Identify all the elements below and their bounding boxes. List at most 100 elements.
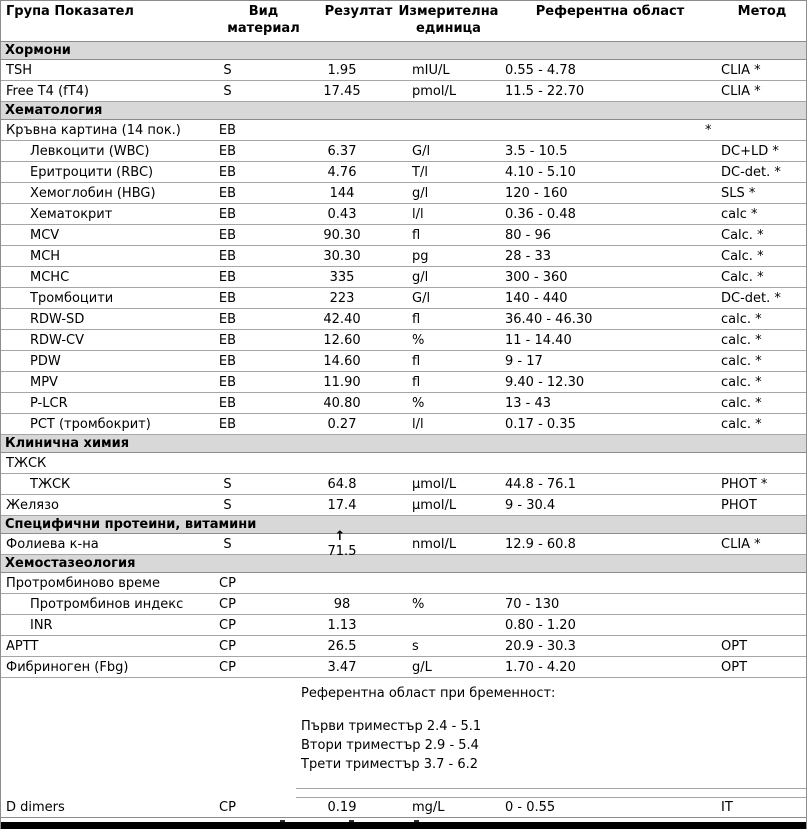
result-value: 64.8 xyxy=(327,476,357,492)
cell-material: ЕВ xyxy=(218,248,237,264)
cell-unit: % xyxy=(412,332,425,348)
cell-indicator: MCHC xyxy=(30,269,70,285)
result-value: 42.40 xyxy=(323,311,361,327)
cell-material: СР xyxy=(219,659,236,675)
cell-material: ЕВ xyxy=(218,353,237,369)
spacer-left xyxy=(1,789,296,797)
cell-indicator: MCV xyxy=(30,227,60,243)
cell-indicator: ТЖСК xyxy=(30,476,71,492)
cell-method: CLIA * xyxy=(721,536,761,552)
header-reference-range: Референтна област xyxy=(535,4,685,19)
cell-unit: T/l xyxy=(412,164,428,180)
pregnancy-reference-note: Референтна област при бременност: Първи т… xyxy=(296,678,806,789)
cell-material: ЕВ xyxy=(218,416,237,432)
result-value: 14.60 xyxy=(323,353,361,369)
cell-result: 14.60 xyxy=(290,354,394,369)
cell-result: 26.5 xyxy=(290,639,394,654)
result-value: 6.37 xyxy=(327,143,357,159)
cell-method: calc. * xyxy=(721,332,762,348)
cell-unit: g/l xyxy=(412,269,429,285)
cell-method: calc. * xyxy=(721,395,762,411)
table-row: Протромбиново време СР xyxy=(1,573,806,594)
cell-material: ЕВ xyxy=(218,290,237,306)
section-title: Хемостазеология xyxy=(5,556,136,571)
table-row: Хематокрит ЕВ 0.43 l/l 0.36 - 0.48 calc * xyxy=(1,204,806,225)
cell-result: ↑ 71.5 xyxy=(290,529,394,559)
header-material-type: Вид материал xyxy=(227,4,300,36)
cell-material: S xyxy=(223,497,232,513)
cell-reference-range: 11.5 - 22.70 xyxy=(505,83,585,99)
cell-material: ЕВ xyxy=(218,122,237,138)
cell-method: OPT xyxy=(721,638,748,654)
cell-reference-range: 9 - 17 xyxy=(505,353,543,369)
cell-result: 17.4 xyxy=(290,498,394,513)
result-value: 40.80 xyxy=(323,395,361,411)
cell-method: PHOT * xyxy=(721,476,768,492)
cell-method: OPT xyxy=(721,659,748,675)
cell-result: 42.40 xyxy=(290,312,394,327)
cell-material: ЕВ xyxy=(218,143,237,159)
cell-indicator: APTT xyxy=(6,638,39,654)
cell-indicator: Кръвна картина (14 пок.) xyxy=(6,122,181,138)
cell-indicator: INR xyxy=(30,617,53,633)
section-row: Хемостазеология xyxy=(1,555,806,573)
cell-result: 0.19 xyxy=(290,800,394,815)
clipped-next-row xyxy=(1,818,806,822)
table-row: MCHC ЕВ 335 g/l 300 - 360 Calc. * xyxy=(1,267,806,288)
cell-material: ЕВ xyxy=(218,206,237,222)
cell-material: СР xyxy=(219,596,236,612)
cell-indicator: Хемоглобин (HBG) xyxy=(30,185,156,201)
header-result: Резултат xyxy=(324,4,393,19)
cell-indicator: Фолиева к-на xyxy=(6,536,99,552)
cell-result: 0.27 xyxy=(290,417,394,432)
cell-material: S xyxy=(223,62,232,78)
cell-material: ЕВ xyxy=(218,374,237,390)
cell-indicator: PCT (тромбокрит) xyxy=(30,416,151,432)
table-row: Кръвна картина (14 пок.) ЕВ * xyxy=(1,120,806,141)
cell-indicator: Free T4 (fT4) xyxy=(6,83,89,99)
cell-material: ЕВ xyxy=(218,311,237,327)
cell-material: S xyxy=(223,83,232,99)
cell-reference-range: 0.80 - 1.20 xyxy=(505,617,576,633)
table-row: Левкоцити (WBC) ЕВ 6.37 G/l 3.5 - 10.5 DC+LD … xyxy=(1,141,806,162)
result-value: 0.43 xyxy=(327,206,357,222)
cell-unit: g/l xyxy=(412,185,429,201)
table-row: Протромбинов индекс СР 98% 70 - 130 xyxy=(1,594,806,615)
cell-reference-range: 0.17 - 0.35 xyxy=(505,416,576,432)
cell-reference-range: 20.9 - 30.3 xyxy=(505,638,576,654)
cell-method: SLS * xyxy=(721,185,756,201)
section-row: Клинична химия xyxy=(1,435,806,453)
cell-indicator: PDW xyxy=(30,353,61,369)
table-row: Еритроцити (RBC) ЕВ 4.76 T/l 4.10 - 5.10 DC-d… xyxy=(1,162,806,183)
cell-unit: G/l xyxy=(412,143,431,159)
result-value: 0.27 xyxy=(327,416,357,432)
cell-method: DC+LD * xyxy=(721,143,779,159)
cell-method: calc. * xyxy=(721,353,762,369)
result-value: 26.5 xyxy=(327,638,357,654)
cell-result: 17.45 xyxy=(290,84,394,99)
cell-result: 11.90 xyxy=(290,375,394,390)
table-row: MCH ЕВ 30.30 pg 28 - 33 Calc. * xyxy=(1,246,806,267)
cell-indicator: Тромбоцити xyxy=(30,290,114,306)
cell-unit: fl xyxy=(412,227,421,243)
spacer-right xyxy=(296,789,806,798)
cell-reference-range: 1.70 - 4.20 xyxy=(505,659,576,675)
result-value: 3.47 xyxy=(327,659,357,675)
cell-indicator: Левкоцити (WBC) xyxy=(30,143,150,159)
cell-unit: mg/L xyxy=(412,799,445,815)
result-value: 11.90 xyxy=(323,374,361,390)
cell-result: 1.13 xyxy=(290,618,394,633)
cell-unit: fl xyxy=(412,353,421,369)
cell-result: 6.37 xyxy=(290,144,394,159)
cell-reference-range: 9.40 - 12.30 xyxy=(505,374,585,390)
result-value: 90.30 xyxy=(323,227,361,243)
table-row: MCV ЕВ 90.30 fl 80 - 96 Calc. * xyxy=(1,225,806,246)
cell-result: 12.60 xyxy=(290,333,394,348)
cell-material: ЕВ xyxy=(218,395,237,411)
table-row: MPV ЕВ 11.90 fl 9.40 - 12.30 calc. * xyxy=(1,372,806,393)
cell-material: S xyxy=(223,536,232,552)
cell-reference-range: 11 - 14.40 xyxy=(505,332,572,348)
cell-unit: mIU/L xyxy=(412,62,450,78)
cell-unit: nmol/L xyxy=(412,536,457,552)
